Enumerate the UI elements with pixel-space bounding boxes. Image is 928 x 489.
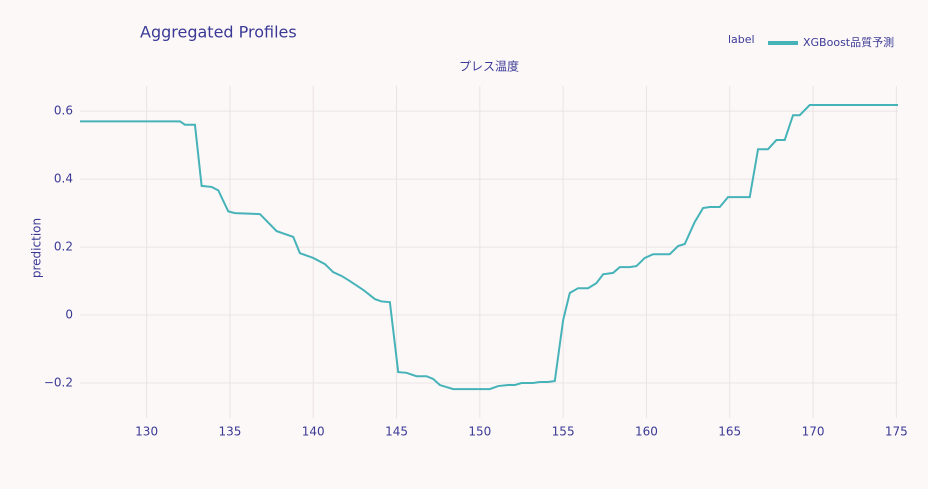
x-tick-label: 175	[885, 425, 908, 439]
chart-title: Aggregated Profiles	[140, 23, 297, 42]
y-tick-label: 0.6	[54, 104, 73, 118]
x-tick-label: 140	[302, 425, 325, 439]
x-tick-label: 155	[552, 425, 575, 439]
y-tick-label: −0.2	[44, 375, 73, 389]
x-tick-label: 170	[802, 425, 825, 439]
y-axis-title: prediction	[30, 218, 44, 278]
x-tick-label: 160	[635, 425, 658, 439]
x-tick-label: 150	[468, 425, 491, 439]
legend-label: XGBoost品質予測	[803, 35, 894, 49]
x-axis-title: プレス温度	[459, 59, 519, 74]
y-tick-label: 0.2	[54, 240, 73, 254]
y-tick-label: 0	[65, 308, 73, 322]
x-tick-label: 145	[385, 425, 408, 439]
series-line	[80, 104, 898, 391]
legend-title: label	[728, 33, 755, 46]
x-tick-label: 135	[218, 425, 241, 439]
x-tick-label: 165	[718, 425, 741, 439]
y-tick-label: 0.4	[54, 172, 73, 186]
plot-area: 130 135 140 145 150 155 160 165 170 175 −0.2 0 0.2 0.…	[44, 86, 908, 439]
x-tick-label: 130	[135, 425, 158, 439]
